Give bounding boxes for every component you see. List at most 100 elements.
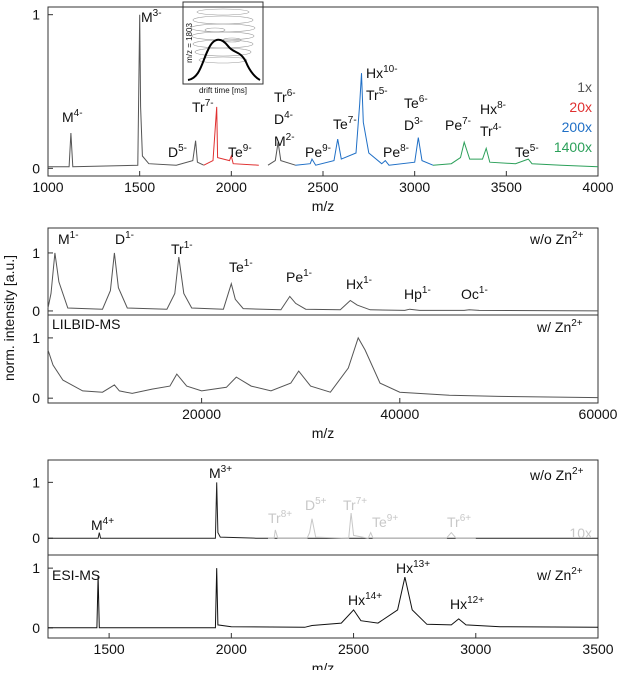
plot-frame bbox=[47, 227, 599, 316]
x-tick-label: 1000 bbox=[32, 179, 63, 195]
annotation: Tr8+ bbox=[268, 509, 292, 526]
spectrum-line bbox=[48, 568, 599, 629]
annotation-text: Te bbox=[515, 144, 530, 160]
annotation-superscript: 2+ bbox=[572, 230, 584, 241]
annotation-text: w/o Zn bbox=[529, 467, 572, 483]
spectrum-line bbox=[48, 14, 296, 168]
plot-frame bbox=[47, 459, 599, 556]
annotation: D5+ bbox=[305, 496, 327, 513]
spectrum-line bbox=[268, 513, 476, 539]
annotation: Te5- bbox=[515, 143, 539, 160]
x-tick-label: 3000 bbox=[399, 179, 430, 195]
annotation-superscript: 6+ bbox=[460, 513, 472, 524]
y-tick-label: 1 bbox=[32, 560, 40, 576]
annotation-text: D bbox=[305, 497, 315, 513]
annotation: Hx13+ bbox=[396, 559, 430, 576]
annotation-superscript: 4- bbox=[74, 108, 83, 119]
annotation-text: D bbox=[404, 117, 414, 133]
y-tick-label: 0 bbox=[32, 160, 40, 176]
annotation-superscript: 10- bbox=[383, 64, 397, 75]
plot-frame bbox=[47, 314, 599, 404]
annotation-text: Pe bbox=[286, 269, 303, 285]
plot-frame bbox=[47, 554, 599, 639]
annotation-superscript: 2+ bbox=[572, 466, 584, 477]
annotation-text: Tr bbox=[274, 89, 287, 105]
y-tick-label: 0 bbox=[32, 303, 40, 319]
annotation-text: w/ Zn bbox=[536, 567, 571, 583]
annotation-superscript: 9- bbox=[243, 143, 252, 154]
annotation-superscript: 1- bbox=[363, 275, 372, 286]
annotation-superscript: 6- bbox=[419, 94, 428, 105]
annotation-superscript: 9+ bbox=[387, 513, 399, 524]
spectrum-line bbox=[432, 140, 599, 168]
spectrum-line bbox=[47, 336, 599, 399]
annotation: ESI-MS bbox=[52, 567, 100, 583]
annotation-text: w/ Zn bbox=[536, 319, 571, 335]
annotation-text: Pe bbox=[383, 144, 400, 160]
annotation: M3+ bbox=[209, 464, 232, 481]
annotation-text: ESI-MS bbox=[52, 567, 100, 583]
annotation: Te9- bbox=[228, 143, 252, 160]
annotation: M1- bbox=[58, 230, 79, 247]
annotation: Hx14+ bbox=[348, 591, 382, 608]
annotation: D3- bbox=[404, 116, 423, 133]
annotation-superscript: 3- bbox=[414, 116, 423, 127]
spectrum-line bbox=[203, 106, 259, 166]
annotation-text: Te bbox=[372, 514, 387, 530]
x-axis-label: m/z bbox=[312, 660, 335, 670]
inset-x-label: drift time [ms] bbox=[199, 86, 247, 95]
annotation: D5- bbox=[168, 143, 187, 160]
annotation-text: Te bbox=[228, 144, 243, 160]
annotation-superscript: 3- bbox=[153, 8, 162, 19]
x-tick-label: 40000 bbox=[380, 406, 419, 422]
annotation: Hx12+ bbox=[450, 595, 484, 612]
annotation-superscript: 7+ bbox=[356, 496, 368, 507]
inset bbox=[182, 1, 264, 85]
annotation-superscript: 9- bbox=[322, 143, 331, 154]
annotation-text: M bbox=[274, 133, 286, 149]
y-tick-label: 1 bbox=[32, 7, 40, 23]
annotation: M3- bbox=[141, 8, 162, 25]
x-tick-label: 3500 bbox=[491, 179, 522, 195]
annotation: Tr6- bbox=[274, 88, 296, 105]
annotation: Tr7+ bbox=[343, 496, 367, 513]
annotation-superscript: 4- bbox=[493, 122, 502, 133]
annotation-superscript: 2+ bbox=[571, 318, 583, 329]
y-tick-label: 1 bbox=[32, 330, 40, 346]
annotation: w/o Zn2+ bbox=[529, 466, 584, 483]
annotation-text: Tr bbox=[366, 87, 379, 103]
annotation-superscript: 4- bbox=[284, 110, 293, 121]
annotation: Te9+ bbox=[372, 513, 398, 530]
annotation-text: Te bbox=[333, 116, 348, 132]
annotation-superscript: 5- bbox=[530, 143, 539, 154]
x-tick-label: 1500 bbox=[124, 179, 155, 195]
annotation: Pe7- bbox=[445, 116, 471, 133]
inset-contours bbox=[190, 8, 256, 64]
annotation-superscript: 7- bbox=[205, 98, 214, 109]
annotation-superscript: 2+ bbox=[571, 566, 583, 577]
annotation-superscript: 14+ bbox=[365, 591, 382, 602]
annotation-text: Pe bbox=[445, 117, 462, 133]
annotation-text: Tr bbox=[268, 510, 281, 526]
inset-y-label: m/z = 1803 bbox=[185, 23, 194, 63]
x-tick-label: 2000 bbox=[216, 179, 247, 195]
annotation: Tr1- bbox=[171, 240, 193, 257]
annotation-text: Tr bbox=[480, 123, 493, 139]
annotation: M4- bbox=[62, 108, 83, 125]
annotation: Hx10- bbox=[366, 64, 398, 81]
x-tick-label: 3000 bbox=[460, 641, 491, 657]
annotation-text: M bbox=[62, 109, 74, 125]
annotation-text: Tr bbox=[171, 241, 184, 257]
annotation: Pe8- bbox=[383, 143, 409, 160]
annotation-superscript: 1- bbox=[125, 230, 134, 241]
annotation: Te6- bbox=[404, 94, 428, 111]
annotation: D4- bbox=[274, 110, 293, 127]
x-tick-label: 1500 bbox=[94, 641, 125, 657]
annotation-text: Hx bbox=[346, 276, 363, 292]
annotation-text: D bbox=[168, 144, 178, 160]
inset-curve bbox=[187, 38, 261, 81]
annotation-superscript: 4+ bbox=[103, 516, 115, 527]
spectrum-line bbox=[295, 73, 434, 166]
annotation-text: Hx bbox=[480, 101, 497, 117]
